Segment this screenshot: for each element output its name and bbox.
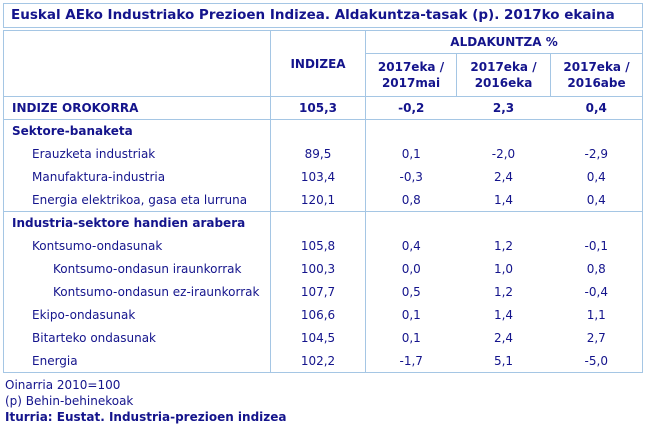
value-cell: -2,9 [584,147,608,161]
table-body: INDIZE OROKORRA 105,3 -0,2 2,3 0,4 Sekto… [3,96,643,373]
value-cell: -2,0 [491,147,516,161]
value-cell: -1,7 [399,353,423,368]
header-row-group: INDIZEA ALDAKUNTZA % [3,30,643,97]
value-cell: 0,4 [586,170,606,184]
value-cell: 89,5 [270,142,366,166]
value-cell: 2,4 [493,331,514,345]
table-row: Ekipo-ondasunak 106,6 0,1 1,4 1,1 [3,303,643,327]
value-cell: 0,5 [401,285,421,299]
footnote-base: Oinarria 2010=100 [5,378,121,392]
value-cell: 1,2 [493,285,514,299]
table-row: Bitarteko ondasunak 104,5 0,1 2,4 2,7 [3,326,643,350]
row-label: Kontsumo-ondasun ez-iraunkorrak [3,280,271,304]
row-label: Erauzketa industriak [3,142,271,166]
value-cell: 105,3 [270,96,366,120]
value-cell: 103,4 [270,165,366,189]
value-cell: 105,8 [270,234,366,258]
value-cell: -5,0 [584,353,608,368]
value-cell: -0,4 [584,285,608,299]
value-cell: 0,1 [401,331,421,345]
value-cell: 1,4 [456,188,551,212]
value-cell [457,212,551,235]
value-cell: 102,2 [270,349,366,373]
value-cell: 0,4 [401,239,421,253]
value-cell: 0,1 [401,147,421,161]
page-title: Euskal AEko Industriako Prezioen Indizea… [3,3,643,28]
value-cell: 0,8 [365,188,457,212]
value-cell [366,212,457,235]
value-cell: 0,4 [550,96,643,120]
table-row: Energia 102,2 -1,7 5,1 -5,0 [3,349,643,373]
table-row: Industria-sektore handien arabera [3,211,643,235]
value-cell: -0,2 [365,96,457,120]
header-period-2: 2017eka / 2016eka [456,53,551,97]
table-header: INDIZEA ALDAKUNTZA % 2017eka / 2017mai 2… [3,30,643,97]
value-cell: -0,3 [399,170,423,184]
value-cell: 5,1 [493,353,514,368]
table-row: Kontsumo-ondasun ez-iraunkorrak 107,7 0,… [3,280,643,304]
value-cell: 106,6 [270,303,366,327]
table-row: Sektore-banaketa [3,119,643,143]
header-row-periods: 2017eka / 2017mai 2017eka / 2016eka 2017… [4,53,643,97]
value-cell: 1,2 [493,239,514,253]
row-label: Manufaktura-industria [3,165,271,189]
header-aldakuntza-group: ALDAKUNTZA % [365,30,643,54]
value-cell: 2,4 [493,170,514,184]
table-row: Erauzketa industriak 89,5 0,1 -2,0 -2,9 [3,142,643,166]
footnote-source: Iturria: Eustat. Industria-prezioen indi… [5,410,287,424]
value-cell [270,119,366,143]
row-label: Bitarteko ondasunak [3,326,271,350]
row-label: Energia [3,349,271,373]
value-cell [366,120,457,143]
value-cell: -0,1 [584,239,608,253]
value-cell [551,120,643,143]
value-cell: 104,5 [270,326,366,350]
row-label: Sektore-banaketa [3,119,271,143]
footnote-provisional: (p) Behin-behinekoak [5,394,134,408]
value-cell: 2,7 [586,331,606,345]
value-cell: 107,7 [270,280,366,304]
header-period-1: 2017eka / 2017mai [365,53,457,97]
value-cell: 0,1 [401,308,421,322]
row-label: Kontsumo-ondasunak [3,234,271,258]
table-row: Manufaktura-industria 103,4 -0,3 2,4 0,4 [3,165,643,189]
value-cell [270,211,366,235]
value-cell: 0,8 [586,262,606,276]
value-cell: 0,4 [550,188,643,212]
page: Euskal AEko Industriako Prezioen Indizea… [3,3,644,425]
table-row: INDIZE OROKORRA 105,3 -0,2 2,3 0,4 [3,96,643,120]
value-cell: 1,4 [493,308,514,322]
value-cell [457,120,551,143]
value-cell: 2,3 [456,96,551,120]
row-label: Industria-sektore handien arabera [3,211,271,235]
header-empty-cell [3,30,271,97]
row-label: Energia elektrikoa, gasa eta lurruna [3,188,271,212]
table-row: Energia elektrikoa, gasa eta lurruna 120… [3,188,643,212]
value-cell: 1,1 [586,308,606,322]
header-period-3: 2017eka / 2016abe [550,53,643,97]
table-row: Kontsumo-ondasun iraunkorrak 100,3 0,0 1… [3,257,643,281]
value-cell [551,212,643,235]
value-cell: 1,0 [493,262,514,276]
price-index-table: INDIZEA ALDAKUNTZA % 2017eka / 2017mai 2… [3,30,644,373]
table-row: Kontsumo-ondasunak 105,8 0,4 1,2 -0,1 [3,234,643,258]
value-cell: 0,0 [401,262,421,276]
row-label: Ekipo-ondasunak [3,303,271,327]
row-label: Kontsumo-ondasun iraunkorrak [3,257,271,281]
value-cell: 100,3 [270,257,366,281]
row-label: INDIZE OROKORRA [3,96,271,120]
table-footnotes: Oinarria 2010=100 (p) Behin-behinekoak I… [3,377,644,425]
value-cell: 120,1 [270,188,366,212]
header-indizea: INDIZEA [270,30,366,97]
